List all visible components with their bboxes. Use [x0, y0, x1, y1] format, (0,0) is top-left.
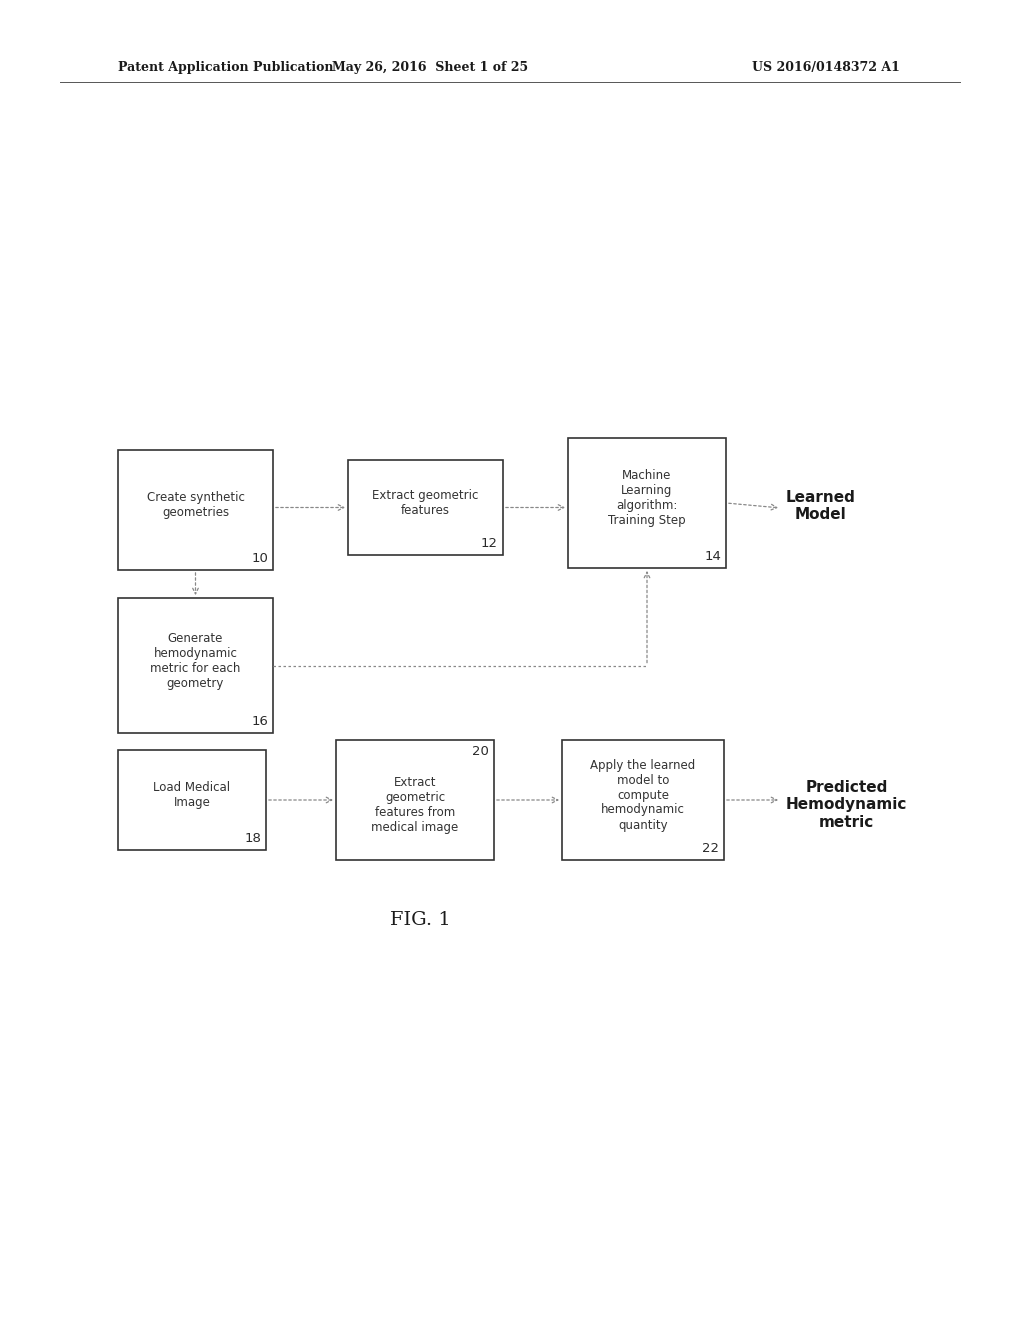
- Text: Extract
geometric
features from
medical image: Extract geometric features from medical …: [372, 776, 459, 834]
- Bar: [118, 598, 273, 733]
- Text: Apply the learned
model to
compute
hemodynamic
quantity: Apply the learned model to compute hemod…: [591, 759, 695, 832]
- Text: 16: 16: [251, 715, 268, 729]
- Text: Patent Application Publication: Patent Application Publication: [118, 62, 334, 74]
- Bar: [336, 741, 494, 861]
- Text: Create synthetic
geometries: Create synthetic geometries: [146, 491, 245, 519]
- Text: Predicted
Hemodynamic
metric: Predicted Hemodynamic metric: [786, 780, 907, 830]
- Text: 20: 20: [472, 744, 489, 758]
- Bar: [118, 450, 273, 570]
- Text: Machine
Learning
algorithm:
Training Step: Machine Learning algorithm: Training Ste…: [608, 469, 686, 527]
- Text: FIG. 1: FIG. 1: [389, 911, 451, 929]
- Text: 18: 18: [244, 832, 261, 845]
- Text: Learned
Model: Learned Model: [786, 490, 856, 523]
- Bar: [562, 741, 724, 861]
- Bar: [118, 750, 266, 850]
- Text: Load Medical
Image: Load Medical Image: [154, 781, 230, 809]
- Text: 14: 14: [705, 550, 721, 564]
- Text: May 26, 2016  Sheet 1 of 25: May 26, 2016 Sheet 1 of 25: [332, 62, 528, 74]
- Bar: [568, 438, 726, 568]
- Bar: [348, 459, 503, 554]
- Text: 22: 22: [702, 842, 719, 855]
- Text: 10: 10: [251, 552, 268, 565]
- Text: Extract geometric
features: Extract geometric features: [373, 488, 478, 516]
- Text: US 2016/0148372 A1: US 2016/0148372 A1: [752, 62, 900, 74]
- Text: 12: 12: [481, 537, 498, 550]
- Text: Generate
hemodynamic
metric for each
geometry: Generate hemodynamic metric for each geo…: [151, 631, 241, 689]
